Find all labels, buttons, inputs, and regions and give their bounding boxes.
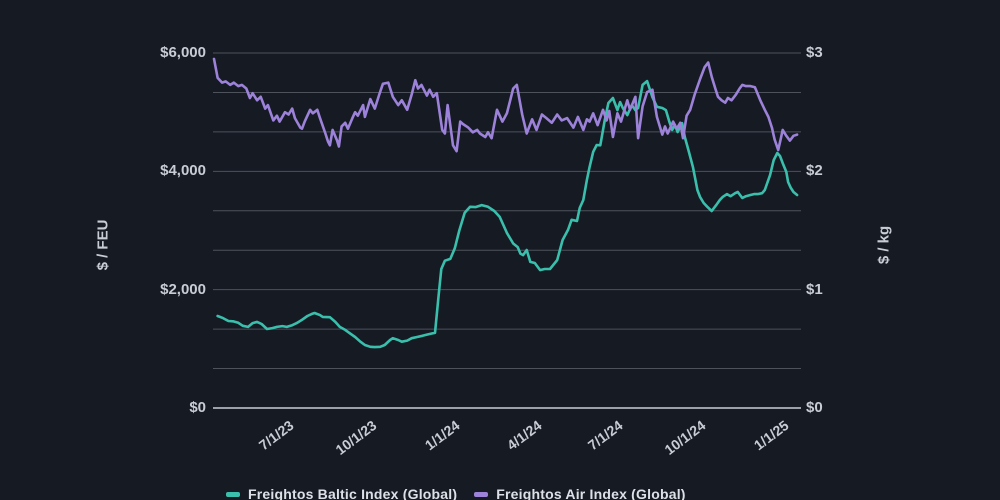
series-line-air-index[interactable] [212,57,799,153]
legend-label-baltic-index: Freightos Baltic Index (Global) [248,486,458,500]
y-axis-label-right: $1 [806,280,823,298]
y-axis-label-right: $2 [806,162,823,180]
y-axis-label-right: $0 [806,399,823,417]
y-axis-label-left: $4,000 [160,162,206,180]
series-line-baltic-index[interactable] [216,79,799,349]
legend-label-air-index: Freightos Air Index (Global) [496,486,686,500]
y-axis-label-left: $2,000 [160,280,206,298]
legend: Freightos Baltic Index (Global) Freighto… [226,486,686,500]
air-series-swatch-icon [474,491,489,497]
y-axis-label-left: $0 [189,399,206,417]
legend-item-baltic-index[interactable]: Freightos Baltic Index (Global) [226,486,457,500]
y-axis-label-left: $6,000 [160,44,206,62]
baltic-series-swatch-icon [226,491,240,497]
right-axis-title: $ / kg [875,225,893,265]
left-axis-title: $ / FEU [94,219,112,271]
legend-item-air-index[interactable]: Freightos Air Index (Global) [474,486,685,500]
y-axis-label-right: $3 [806,44,823,62]
